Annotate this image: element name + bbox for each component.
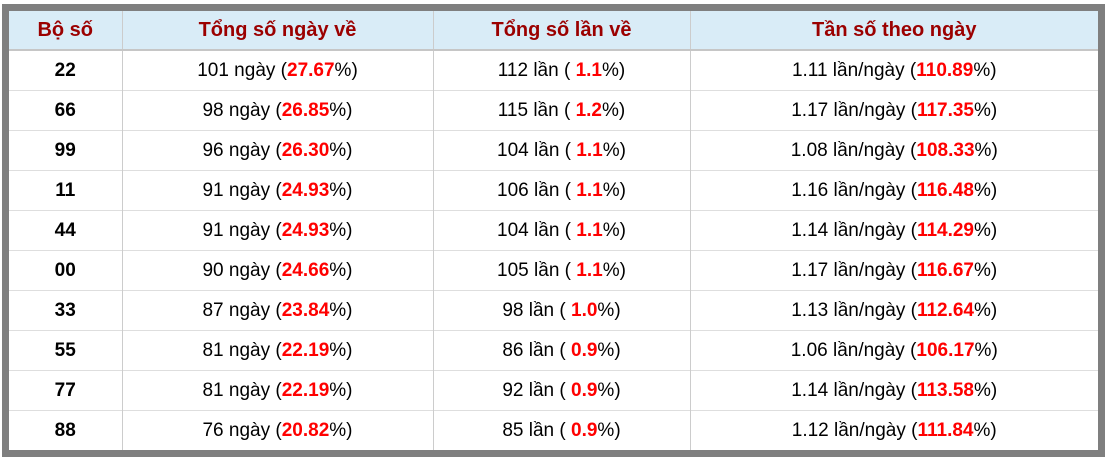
days-percent-highlight: 24.66 [281,259,330,281]
frequency-percent-highlight: 116.67 [916,259,975,281]
pair-cell: 44 [9,210,122,251]
days-percent-highlight: 24.93 [281,219,330,241]
days-cell: 81 ngày (22.19%) [121,330,433,371]
times-cell: 106 lần ( 1.1%) [432,170,690,211]
times-percent-highlight: 1.1 [575,59,602,81]
days-cell: 96 ngày (26.30%) [121,130,433,171]
column-header-pair: Bộ số [9,11,122,51]
pair-cell: 11 [9,170,122,211]
frequency-cell: 1.13 lần/ngày (112.64%) [689,290,1098,331]
table-row: 22 101 ngày (27.67%) 112 lần ( 1.1%) 1.1… [9,50,1098,91]
frequency-percent-highlight: 110.89 [916,59,974,81]
table-row: 44 91 ngày (24.93%) 104 lần ( 1.1%) 1.14… [9,210,1098,251]
days-percent-highlight: 20.82 [281,419,330,441]
pair-value: 44 [54,219,76,241]
pair-value: 66 [54,99,76,121]
frequency-percent-highlight: 106.17 [916,339,975,361]
table-row: 00 90 ngày (24.66%) 105 lần ( 1.1%) 1.17… [9,250,1098,291]
times-cell: 104 lần ( 1.1%) [432,130,690,171]
column-header-total-times: Tổng số lần về [432,11,690,51]
times-percent-highlight: 0.9 [571,419,598,441]
table-row: 66 98 ngày (26.85%) 115 lần ( 1.2%) 1.17… [9,90,1098,131]
frequency-cell: 1.06 lần/ngày (106.17%) [689,330,1098,371]
times-percent-highlight: 1.2 [575,99,602,121]
table-row: 77 81 ngày (22.19%) 92 lần ( 0.9%) 1.14 … [9,370,1098,411]
frequency-percent-highlight: 113.58 [916,379,975,401]
days-percent-highlight: 22.19 [281,379,330,401]
days-cell: 87 ngày (23.84%) [121,290,433,331]
times-percent-highlight: 0.9 [571,379,598,401]
frequency-percent-highlight: 108.33 [916,139,975,161]
days-percent-highlight: 26.85 [281,99,330,121]
frequency-percent-highlight: 116.48 [916,179,975,201]
times-cell: 92 lần ( 0.9%) [432,370,690,411]
frequency-percent-highlight: 111.84 [917,419,974,441]
days-cell: 91 ngày (24.93%) [121,210,433,251]
frequency-percent-highlight: 112.64 [916,299,975,321]
days-percent-highlight: 26.30 [281,139,330,161]
times-cell: 115 lần ( 1.2%) [432,90,690,131]
pair-value: 55 [54,339,76,361]
times-percent-highlight: 1.1 [576,139,603,161]
frequency-percent-highlight: 117.35 [916,99,975,121]
days-percent-highlight: 23.84 [281,299,330,321]
frequency-cell: 1.14 lần/ngày (114.29%) [689,210,1098,251]
frequency-cell: 1.14 lần/ngày (113.58%) [689,370,1098,411]
days-percent-highlight: 24.93 [281,179,330,201]
column-header-total-days: Tổng số ngày về [121,11,433,51]
days-cell: 76 ngày (20.82%) [121,410,433,450]
pair-cell: 88 [9,410,122,450]
frequency-cell: 1.17 lần/ngày (117.35%) [689,90,1098,131]
frequency-cell: 1.17 lần/ngày (116.67%) [689,250,1098,291]
frequency-percent-highlight: 114.29 [916,219,975,241]
pair-cell: 33 [9,290,122,331]
table-row: 11 91 ngày (24.93%) 106 lần ( 1.1%) 1.16… [9,170,1098,211]
frequency-cell: 1.11 lần/ngày (110.89%) [689,50,1098,91]
times-percent-highlight: 1.0 [571,299,598,321]
frequency-cell: 1.16 lần/ngày (116.48%) [689,170,1098,211]
days-cell: 90 ngày (24.66%) [121,250,433,291]
table-row: 33 87 ngày (23.84%) 98 lần ( 1.0%) 1.13 … [9,290,1098,331]
times-cell: 98 lần ( 1.0%) [432,290,690,331]
times-cell: 105 lần ( 1.1%) [432,250,690,291]
days-cell: 101 ngày (27.67%) [121,50,433,91]
column-header-frequency-per-day: Tần số theo ngày [689,11,1098,51]
days-cell: 98 ngày (26.85%) [121,90,433,131]
pair-value: 33 [54,299,76,321]
times-cell: 112 lần ( 1.1%) [432,50,690,91]
times-percent-highlight: 0.9 [571,339,598,361]
pair-value: 99 [54,139,76,161]
times-percent-highlight: 1.1 [576,219,603,241]
frequency-cell: 1.12 lần/ngày (111.84%) [689,410,1098,450]
times-percent-highlight: 1.1 [576,179,603,201]
pair-cell: 00 [9,250,122,291]
days-cell: 81 ngày (22.19%) [121,370,433,411]
table-row: 99 96 ngày (26.30%) 104 lần ( 1.1%) 1.08… [9,130,1098,171]
days-percent-highlight: 22.19 [281,339,330,361]
header-row: Bộ số Tổng số ngày về Tổng số lần về Tần… [9,11,1098,51]
pair-value: 00 [54,259,76,281]
lottery-pair-stats-table: Bộ số Tổng số ngày về Tổng số lần về Tần… [9,11,1098,450]
table-row: 88 76 ngày (20.82%) 85 lần ( 0.9%) 1.12 … [9,410,1098,450]
pair-value: 88 [54,419,76,441]
pair-cell: 66 [9,90,122,131]
times-cell: 85 lần ( 0.9%) [432,410,690,450]
frequency-cell: 1.08 lần/ngày (108.33%) [689,130,1098,171]
times-cell: 86 lần ( 0.9%) [432,330,690,371]
pair-cell: 55 [9,330,122,371]
pair-value: 11 [55,179,76,201]
pair-cell: 22 [9,50,122,91]
times-percent-highlight: 1.1 [576,259,603,281]
days-cell: 91 ngày (24.93%) [121,170,433,211]
days-percent-highlight: 27.67 [287,59,335,81]
pair-value: 22 [54,59,76,81]
pair-value: 77 [54,379,76,401]
pair-cell: 77 [9,370,122,411]
pair-cell: 99 [9,130,122,171]
lottery-stats-frame: Bộ số Tổng số ngày về Tổng số lần về Tần… [2,4,1105,457]
times-cell: 104 lần ( 1.1%) [432,210,690,251]
table-row: 55 81 ngày (22.19%) 86 lần ( 0.9%) 1.06 … [9,330,1098,371]
